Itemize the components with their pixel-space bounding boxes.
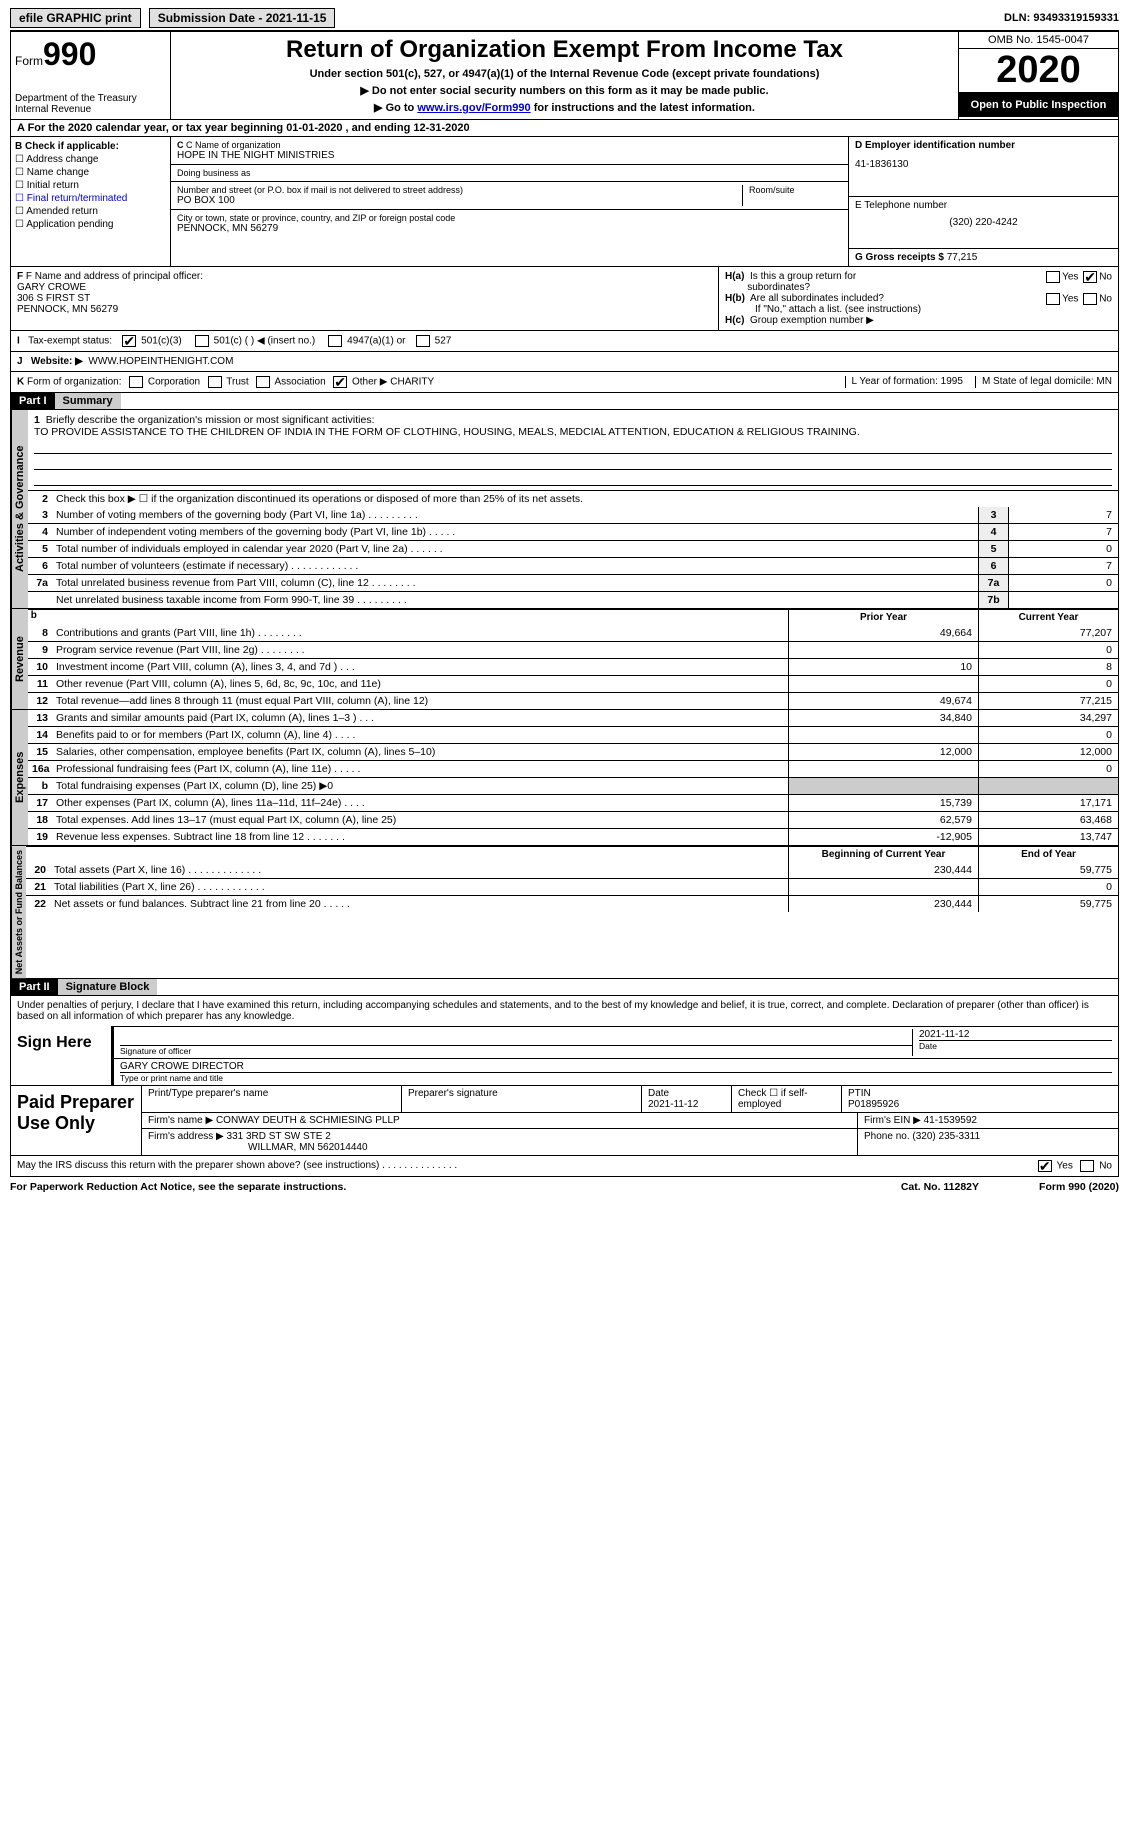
line-k-form-org: K Form of organization: Corporation Trus… [10,372,1119,393]
q2-discontinued: 2 Check this box ▶ ☐ if the organization… [28,490,1118,507]
address-box: Number and street (or P.O. box if mail i… [171,182,848,210]
section-net-assets: Net Assets or Fund Balances Beginning of… [10,846,1119,979]
line-row: bTotal fundraising expenses (Part IX, co… [28,777,1118,794]
gov-row: 4Number of independent voting members of… [28,523,1118,540]
efile-print-button[interactable]: efile GRAPHIC print [10,8,141,28]
beginning-end-header: Beginning of Current Year End of Year [26,846,1118,862]
dept-treasury: Department of the Treasury Internal Reve… [15,93,166,115]
line-row: 13Grants and similar amounts paid (Part … [28,710,1118,726]
ein-box: D Employer identification number 41-1836… [849,137,1118,197]
h-b: H(b) Are all subordinates included? Yes … [725,293,1112,304]
open-to-public: Open to Public Inspection [959,93,1118,117]
city-box: City or town, state or province, country… [171,210,848,237]
h-b-note: If "No," attach a list. (see instruction… [725,304,1112,315]
entity-block: B Check if applicable: ☐ Address change … [10,137,1119,267]
line-row: 8Contributions and grants (Part VIII, li… [28,625,1118,641]
gov-row: 7aTotal unrelated business revenue from … [28,574,1118,591]
irs-link[interactable]: www.irs.gov/Form990 [417,102,530,114]
top-toolbar: efile GRAPHIC print Submission Date - 20… [10,6,1119,31]
form-header: Form990 Department of the Treasury Inter… [10,31,1119,120]
part-1-bar: Part ISummary [10,393,1119,410]
discuss-yes-checkbox[interactable] [1038,1160,1052,1172]
col-b-checkboxes: B Check if applicable: ☐ Address change … [11,137,171,266]
h-a: H(a) Is this a group return for Yes No s… [725,271,1112,293]
line-row: 18Total expenses. Add lines 13–17 (must … [28,811,1118,828]
line-row: 21Total liabilities (Part X, line 26) . … [26,878,1118,895]
subtitle-1: Under section 501(c), 527, or 4947(a)(1)… [179,68,950,80]
line-row: 11Other revenue (Part VIII, column (A), … [28,675,1118,692]
dba-box: Doing business as [171,165,848,182]
gov-row: 5Total number of individuals employed in… [28,540,1118,557]
501c3-checkbox[interactable] [122,335,136,347]
footer: For Paperwork Reduction Act Notice, see … [10,1177,1119,1197]
line-row: 20Total assets (Part X, line 16) . . . .… [26,862,1118,878]
irs-discuss-line: May the IRS discuss this return with the… [10,1156,1119,1177]
signature-block: Under penalties of perjury, I declare th… [10,996,1119,1086]
paid-preparer-block: Paid Preparer Use Only Print/Type prepar… [10,1086,1119,1156]
telephone-box: E Telephone number (320) 220-4242 [849,197,1118,249]
gov-row: 3Number of voting members of the governi… [28,507,1118,523]
subtitle-2: ▶ Do not enter social security numbers o… [179,84,950,97]
dln: DLN: 93493319159331 [1004,12,1119,24]
line-row: 17Other expenses (Part IX, column (A), l… [28,794,1118,811]
h-c: H(c) Group exemption number ▶ [725,315,1112,326]
line-row: 14Benefits paid to or for members (Part … [28,726,1118,743]
subtitle-3: ▶ Go to www.irs.gov/Form990 for instruct… [179,101,950,114]
omb-number: OMB No. 1545-0047 [959,32,1118,49]
principal-officer: F F Name and address of principal office… [11,267,718,330]
gross-receipts-box: G Gross receipts $ 77,215 [849,249,1118,266]
section-expenses: Expenses 13Grants and similar amounts pa… [10,710,1119,846]
gov-row: Net unrelated business taxable income fr… [28,591,1118,608]
section-governance: Activities & Governance 1 Briefly descri… [10,410,1119,609]
line-row: 22Net assets or fund balances. Subtract … [26,895,1118,912]
line-row: 10Investment income (Part VIII, column (… [28,658,1118,675]
form-title: Return of Organization Exempt From Incom… [179,36,950,64]
line-j-website: J Website: ▶ WWW.HOPEINTHENIGHT.COM [10,352,1119,372]
tax-year: 2020 [959,49,1118,93]
line-i-tax-status: I Tax-exempt status: 501(c)(3) 501(c) ( … [10,331,1119,352]
part-2-bar: Part IISignature Block [10,979,1119,996]
line-row: 12Total revenue—add lines 8 through 11 (… [28,692,1118,709]
officer-h-block: F F Name and address of principal office… [10,267,1119,331]
line-row: 19Revenue less expenses. Subtract line 1… [28,828,1118,845]
line-a-tax-year: A For the 2020 calendar year, or tax yea… [10,120,1119,137]
line-row: 16aProfessional fundraising fees (Part I… [28,760,1118,777]
form-word: Form [15,54,43,68]
line-row: 9Program service revenue (Part VIII, lin… [28,641,1118,658]
line-row: 15Salaries, other compensation, employee… [28,743,1118,760]
gov-row: 6Total number of volunteers (estimate if… [28,557,1118,574]
q1-mission: 1 Briefly describe the organization's mi… [28,410,1118,490]
prior-current-header: b Prior Year Current Year [28,609,1118,625]
form-number: 990 [43,36,96,72]
submission-date: Submission Date - 2021-11-15 [149,8,336,28]
section-revenue: Revenue b Prior Year Current Year 8Contr… [10,609,1119,710]
org-name-box: C C Name of organization HOPE IN THE NIG… [171,137,848,165]
